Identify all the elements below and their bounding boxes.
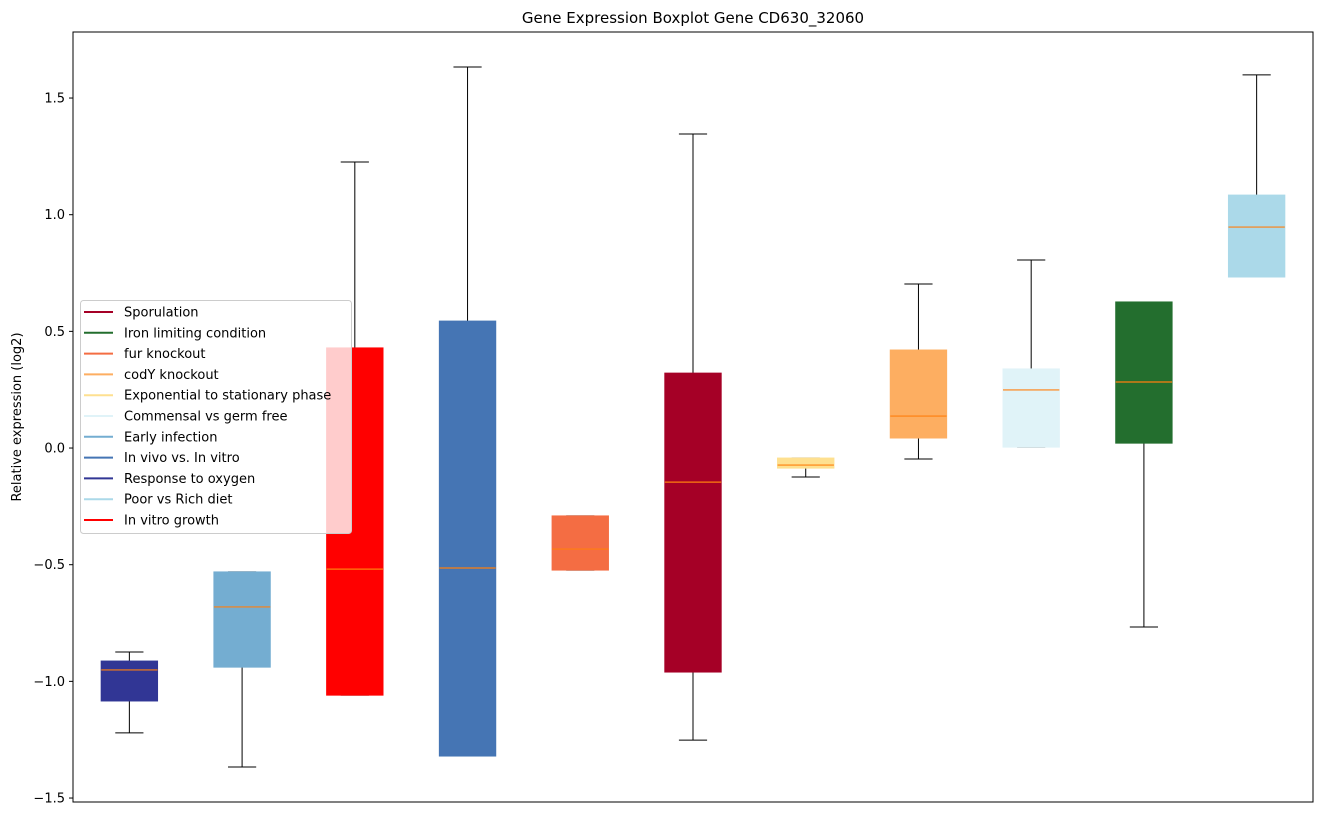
box-fur-knockout: [551, 515, 609, 571]
legend-label: Commensal vs germ free: [124, 410, 287, 425]
box-body: [1115, 301, 1173, 444]
legend: Sporulation Iron limiting condition fur kn…: [80, 300, 352, 534]
box-body: [213, 571, 271, 668]
y-axis-label: Relative expression (log2): [10, 332, 25, 501]
box-in-vivo-vs-in-vitro: [438, 66, 497, 757]
box-body: [777, 457, 835, 469]
legend-label: Response to oxygen: [124, 472, 255, 487]
y-tick-label: −1.5: [33, 792, 65, 807]
legend-label: fur knockout: [124, 347, 206, 362]
box-commensal-vs-germ-free: [1002, 259, 1060, 448]
box-iron-limiting-condition: [1115, 301, 1173, 628]
box-body: [889, 349, 948, 439]
legend-label: Early infection: [124, 430, 217, 445]
y-tick-label: 0.5: [44, 325, 65, 340]
boxes-group: [100, 66, 1286, 768]
plot-frame: [72, 31, 1314, 803]
legend-label: Exponential to stationary phase: [124, 389, 331, 404]
box-early-infection: [213, 571, 271, 768]
box-body: [1002, 368, 1060, 448]
box-cody-knockout: [889, 283, 948, 460]
legend-label: In vitro growth: [124, 514, 219, 529]
box-body: [438, 320, 497, 757]
y-tick-label: 0.0: [44, 442, 65, 457]
legend-label: codY knockout: [124, 368, 219, 383]
box-body: [100, 660, 159, 702]
y-tick-label: 1.0: [44, 208, 65, 223]
legend-frame: [80, 300, 352, 534]
box-poor-vs-rich-diet: [1227, 74, 1286, 278]
box-sporulation: [664, 133, 722, 741]
y-tick-label: 1.5: [44, 92, 65, 107]
y-axis: −1.5 −1.0 −0.5 0.0 0.5 1.0 1.5: [33, 92, 73, 807]
legend-label: Poor vs Rich diet: [124, 493, 232, 508]
box-body: [1227, 194, 1286, 278]
box-body: [664, 372, 722, 673]
y-tick-label: −1.0: [33, 675, 65, 690]
legend-label: Iron limiting condition: [124, 326, 266, 341]
y-tick-label: −0.5: [33, 558, 65, 573]
chart-title: Gene Expression Boxplot Gene CD630_32060: [522, 9, 864, 28]
box-response-to-oxygen: [100, 651, 159, 734]
legend-label: Sporulation: [124, 306, 199, 321]
legend-label: In vivo vs. In vitro: [124, 451, 240, 466]
box-body: [551, 515, 609, 571]
box-exponential-to-stationary-phase: [777, 457, 835, 478]
